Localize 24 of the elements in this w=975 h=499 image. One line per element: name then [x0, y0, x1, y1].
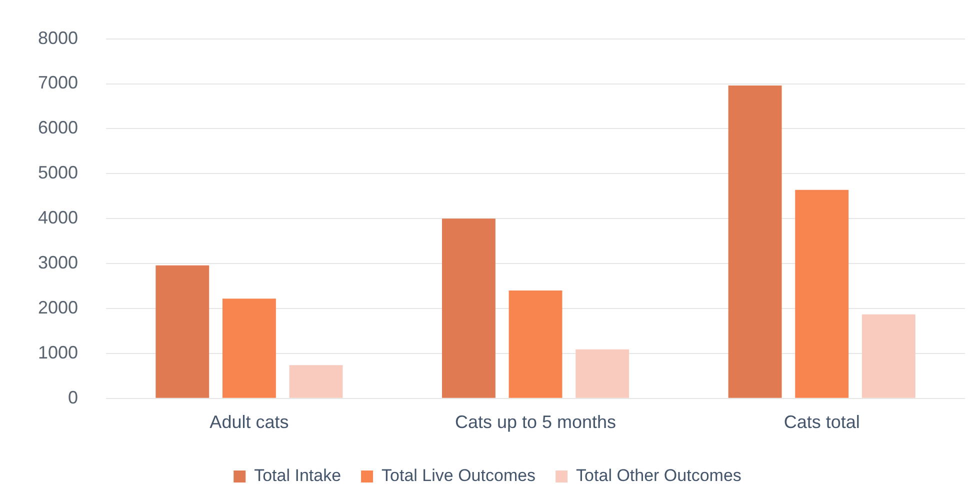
bar — [289, 365, 343, 398]
y-tick-label: 5000 — [38, 162, 78, 183]
x-tick-label: Adult cats — [210, 412, 289, 432]
bar — [862, 314, 916, 398]
y-tick-label: 1000 — [38, 342, 78, 362]
y-tick-label: 0 — [68, 387, 78, 408]
legend-label: Total Intake — [254, 466, 342, 486]
y-tick-label: 4000 — [38, 208, 78, 228]
x-tick-label: Cats up to 5 months — [454, 412, 616, 432]
bar — [728, 86, 782, 398]
y-tick-label: 8000 — [38, 28, 78, 48]
y-tick-label: 7000 — [38, 72, 78, 93]
y-tick-label: 6000 — [38, 118, 78, 138]
bar — [442, 218, 496, 398]
legend-label: Total Live Outcomes — [382, 466, 536, 486]
x-tick-label: Cats total — [784, 412, 860, 432]
bar — [795, 190, 849, 398]
y-tick-label: 2000 — [38, 297, 78, 318]
bar — [576, 349, 630, 398]
y-tick-label: 3000 — [38, 252, 78, 273]
bar — [156, 265, 210, 398]
bar — [222, 298, 276, 398]
bar — [508, 290, 562, 398]
legend-label: Total Other Outcomes — [576, 466, 742, 486]
